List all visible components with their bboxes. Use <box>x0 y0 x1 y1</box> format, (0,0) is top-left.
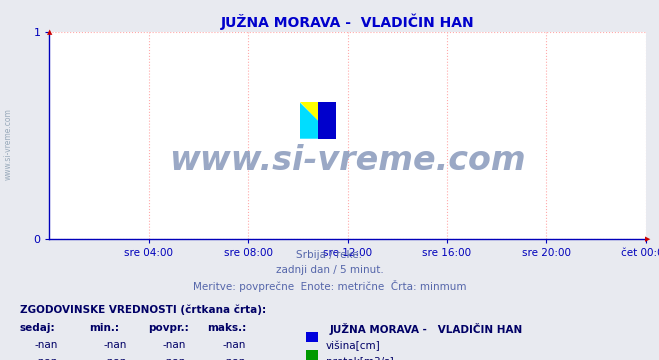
Text: ▲: ▲ <box>47 29 52 35</box>
Bar <box>318 103 336 139</box>
Text: Srbija / reke.: Srbija / reke. <box>297 250 362 260</box>
Text: www.si-vreme.com: www.si-vreme.com <box>3 108 13 180</box>
Text: sedaj:: sedaj: <box>20 323 55 333</box>
Text: maks.:: maks.: <box>208 323 247 333</box>
Text: -nan: -nan <box>163 340 186 350</box>
Text: www.si-vreme.com: www.si-vreme.com <box>169 144 526 177</box>
Text: pretok[m3/s]: pretok[m3/s] <box>326 357 393 360</box>
Text: -nan: -nan <box>163 357 186 360</box>
Text: -nan: -nan <box>34 357 58 360</box>
Text: višina[cm]: višina[cm] <box>326 340 380 351</box>
Text: -nan: -nan <box>103 357 127 360</box>
Polygon shape <box>300 103 318 121</box>
Text: -nan: -nan <box>34 340 58 350</box>
Text: -nan: -nan <box>222 357 246 360</box>
Text: min.:: min.: <box>89 323 119 333</box>
Polygon shape <box>300 103 318 139</box>
Text: povpr.:: povpr.: <box>148 323 189 333</box>
Text: zadnji dan / 5 minut.: zadnji dan / 5 minut. <box>275 265 384 275</box>
Text: Meritve: povprečne  Enote: metrične  Črta: minmum: Meritve: povprečne Enote: metrične Črta:… <box>192 280 467 292</box>
Text: ZGODOVINSKE VREDNOSTI (črtkana črta):: ZGODOVINSKE VREDNOSTI (črtkana črta): <box>20 304 266 315</box>
Text: ▶: ▶ <box>645 237 650 242</box>
Text: -nan: -nan <box>222 340 246 350</box>
Text: JUŽNA MORAVA -   VLADIČIN HAN: JUŽNA MORAVA - VLADIČIN HAN <box>330 323 523 335</box>
Title: JUŽNA MORAVA -  VLADIČIN HAN: JUŽNA MORAVA - VLADIČIN HAN <box>221 13 474 30</box>
Text: -nan: -nan <box>103 340 127 350</box>
